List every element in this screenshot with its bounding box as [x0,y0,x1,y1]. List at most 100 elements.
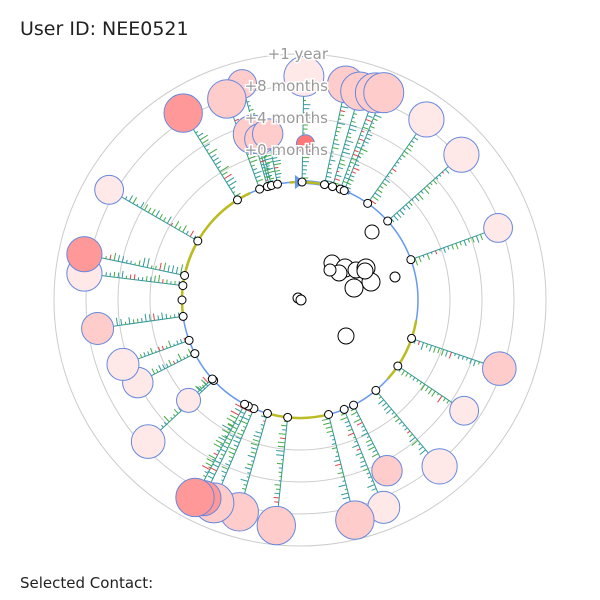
activity-tick [352,153,361,158]
contact-bubble[interactable] [163,93,203,133]
contact-bubble[interactable] [130,424,166,459]
axis-node[interactable] [407,333,417,343]
axis-node[interactable] [184,335,194,345]
activity-tick [223,173,232,180]
axis-node[interactable] [406,255,416,265]
activity-tick [418,446,424,451]
activity-tick [353,418,361,423]
activity-tick [419,449,426,455]
axis-node[interactable] [320,180,330,190]
activity-tick [155,210,160,218]
activity-tick [341,492,349,496]
activity-tick [352,116,355,119]
axis-node[interactable] [240,399,250,409]
activity-tick [220,443,229,449]
inner-contact-node[interactable] [344,278,364,298]
contact-bubble[interactable] [176,387,202,413]
contact-spoke [113,315,184,327]
inner-contact-node[interactable] [295,294,307,306]
activity-tick [447,246,450,250]
axis-node[interactable] [262,408,272,418]
inner-contact-node[interactable] [356,262,374,280]
activity-tick [425,343,429,348]
selected-contact-bubble[interactable] [295,134,315,154]
activity-tick [229,434,234,437]
axis-node[interactable] [324,409,334,419]
axis-node[interactable] [178,281,188,291]
axis-node[interactable] [339,186,349,196]
contact-bubble[interactable] [66,236,103,273]
activity-tick [268,170,275,174]
axis-node[interactable] [193,236,203,246]
contact-bubble[interactable] [371,455,403,487]
axis-node[interactable] [363,198,373,208]
contact-bubble[interactable] [256,505,296,546]
contact-bubble[interactable] [483,213,513,243]
activity-tick [196,386,203,392]
contact-bubble[interactable] [283,55,325,97]
axis-node[interactable] [178,311,188,321]
activity-tick [179,264,184,275]
contact-bubble[interactable] [106,347,140,381]
contact-bubble[interactable] [482,351,517,386]
contact-bubble[interactable] [207,79,247,119]
activity-tick [144,204,149,211]
activity-tick [337,122,346,125]
axis-nodes [177,177,417,422]
activity-tick [334,138,339,141]
activity-tick [361,130,365,133]
inner-contact-node[interactable] [389,271,401,283]
contact-bubble[interactable] [175,477,215,518]
contact-bubble[interactable] [443,136,480,173]
activity-tick [222,429,230,434]
activity-tick [346,136,352,139]
activity-tick [217,165,221,169]
contact-bubble[interactable] [335,500,375,540]
axis-node[interactable] [272,179,282,189]
activity-tick [367,476,372,479]
activity-tick [148,314,151,322]
activity-tick [219,165,230,173]
axis-node[interactable] [297,177,307,187]
axis-node[interactable] [371,385,381,395]
contact-bubble[interactable] [81,311,115,345]
contact-bubble[interactable] [449,395,480,426]
activity-tick [332,147,339,150]
activity-tick [278,433,286,435]
axis-node[interactable] [207,374,217,384]
activity-tick [341,106,349,109]
activity-tick [129,274,132,280]
activity-tick [113,271,116,278]
axis-node[interactable] [283,412,293,422]
activity-tick [334,134,338,137]
activity-tick [248,155,256,160]
contact-bubble[interactable] [363,72,405,114]
contact-bubble[interactable] [252,118,284,150]
activity-tick [246,476,250,478]
contact-bubble[interactable] [94,174,125,205]
activity-tick [259,156,267,160]
axis-node[interactable] [232,195,242,205]
activity-tick [437,393,440,396]
contact-bubble[interactable] [421,448,458,485]
inner-contact-node[interactable] [337,327,355,345]
axis-node[interactable] [180,270,190,280]
axis-node[interactable] [383,216,393,226]
activity-tick [158,275,161,283]
inner-contact-node[interactable] [364,224,380,240]
axis-node[interactable] [349,400,359,410]
axis-node[interactable] [190,349,200,359]
activity-tick [117,255,121,262]
axis-node[interactable] [177,295,187,305]
inner-contact-node[interactable] [323,263,337,277]
contact-bubble[interactable] [408,101,445,138]
activity-tick [215,439,224,445]
axis-node[interactable] [255,184,265,194]
timeline-olive-segment [269,412,331,420]
activity-tick [166,216,172,224]
axis-node[interactable] [339,404,349,414]
axis-node[interactable] [328,182,338,192]
axis-node[interactable] [393,361,403,371]
activity-tick [406,147,412,152]
activity-tick [414,196,420,202]
